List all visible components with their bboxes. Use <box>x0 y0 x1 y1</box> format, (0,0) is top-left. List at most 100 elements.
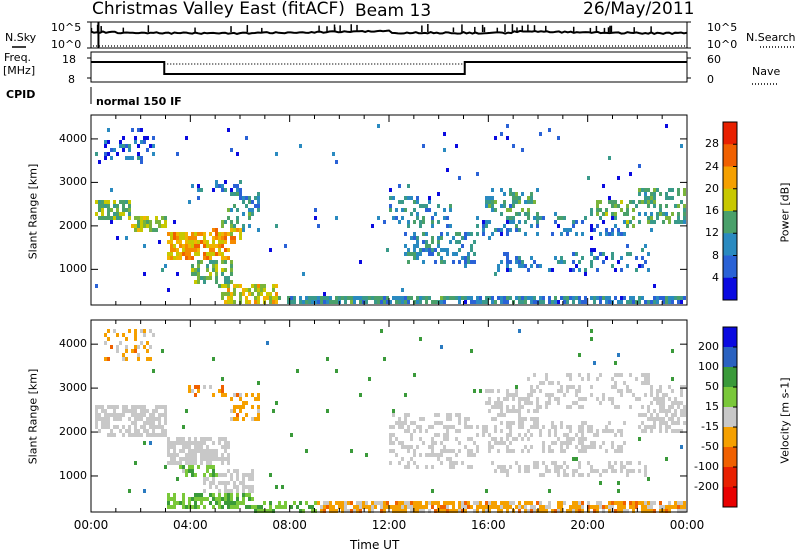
velocity-cell <box>209 385 212 389</box>
power-cell <box>644 196 647 200</box>
velocity-cell <box>152 433 155 437</box>
velocity-cell <box>590 429 593 433</box>
velocity-cell <box>497 405 500 409</box>
power-cell <box>641 188 644 192</box>
power-cell <box>392 216 395 220</box>
velocity-cell <box>494 437 497 441</box>
power-cell <box>212 244 215 248</box>
power-cell <box>134 216 137 220</box>
velocity-cell <box>167 497 170 501</box>
velocity-cell <box>557 501 560 505</box>
velocity-cell <box>611 377 614 381</box>
velocity-cell <box>449 457 452 461</box>
power-cell <box>599 296 602 300</box>
velocity-cell <box>449 509 452 513</box>
velocity-cell <box>458 501 461 505</box>
velocity-cell <box>251 405 254 409</box>
velocity-cell <box>617 449 620 453</box>
velocity-cell <box>503 413 506 417</box>
velocity-cell <box>578 389 581 393</box>
velocity-cell <box>548 469 551 473</box>
velocity-cell <box>200 457 203 461</box>
velocity-cell <box>281 505 284 509</box>
velocity-cell <box>254 509 257 513</box>
power-cell <box>194 236 197 240</box>
power-colorbar-tick-label: 8 <box>712 248 719 262</box>
velocity-cell <box>503 397 506 401</box>
power-cell <box>110 216 113 220</box>
power-ytick-label: 2000 <box>59 218 87 232</box>
velocity-cell <box>602 397 605 401</box>
velocity-cell <box>638 469 641 473</box>
velocity-cell <box>557 437 560 441</box>
power-cell <box>116 208 119 212</box>
velocity-cell <box>368 509 371 513</box>
power-cell <box>161 224 164 228</box>
power-cell <box>683 220 686 224</box>
power-cell <box>482 232 485 236</box>
power-cell <box>176 272 179 276</box>
velocity-heatmap-cells <box>95 329 686 513</box>
velocity-cell <box>188 445 191 449</box>
velocity-cell <box>407 449 410 453</box>
velocity-cell <box>428 425 431 429</box>
power-cell <box>119 216 122 220</box>
power-cell <box>452 252 455 256</box>
power-cell <box>239 228 242 232</box>
velocity-cell <box>248 493 251 497</box>
velocity-cell <box>578 437 581 441</box>
power-cell <box>455 252 458 256</box>
power-cell <box>416 212 419 216</box>
velocity-cell <box>104 333 107 337</box>
velocity-cell <box>212 469 215 473</box>
power-cell <box>554 296 557 300</box>
velocity-colorbar-tick-label: -15 <box>701 420 719 433</box>
velocity-cell <box>269 509 272 513</box>
velocity-cell <box>485 505 488 509</box>
power-cell <box>200 276 203 280</box>
velocity-cell <box>506 501 509 505</box>
velocity-cell <box>548 501 551 505</box>
power-cell <box>668 300 671 304</box>
power-cell <box>404 252 407 256</box>
power-cell <box>212 252 215 256</box>
velocity-colorbar-label: Velocity [m s-1] <box>778 377 792 464</box>
power-cell <box>446 296 449 300</box>
velocity-cell <box>101 409 104 413</box>
power-cell <box>353 296 356 300</box>
power-cell <box>185 240 188 244</box>
power-cell <box>329 296 332 300</box>
power-cell <box>251 212 254 216</box>
velocity-cell <box>434 501 437 505</box>
velocity-cell <box>194 473 197 477</box>
power-cell <box>434 260 437 264</box>
velocity-cell <box>203 453 206 457</box>
velocity-cell <box>131 405 134 409</box>
velocity-cell <box>398 441 401 445</box>
velocity-cell <box>569 373 572 377</box>
velocity-cell <box>323 501 326 505</box>
velocity-cell <box>518 509 521 513</box>
power-cell <box>581 300 584 304</box>
velocity-cell <box>533 425 536 429</box>
power-cell <box>419 224 422 228</box>
velocity-cell <box>146 429 149 433</box>
power-cell <box>215 232 218 236</box>
velocity-cell <box>236 493 239 497</box>
velocity-cell <box>560 441 563 445</box>
velocity-cell <box>563 449 566 453</box>
velocity-cell <box>131 409 134 413</box>
velocity-cell <box>188 385 191 389</box>
velocity-cell <box>566 389 569 393</box>
power-cell <box>575 232 578 236</box>
velocity-cell <box>578 353 581 357</box>
power-cell <box>518 300 521 304</box>
velocity-cell <box>506 469 509 473</box>
velocity-cell <box>251 485 254 489</box>
power-cell <box>275 300 278 304</box>
power-cell <box>623 212 626 216</box>
velocity-cell <box>587 373 590 377</box>
velocity-cell <box>506 389 509 393</box>
velocity-cell <box>350 501 353 505</box>
velocity-cell <box>242 405 245 409</box>
